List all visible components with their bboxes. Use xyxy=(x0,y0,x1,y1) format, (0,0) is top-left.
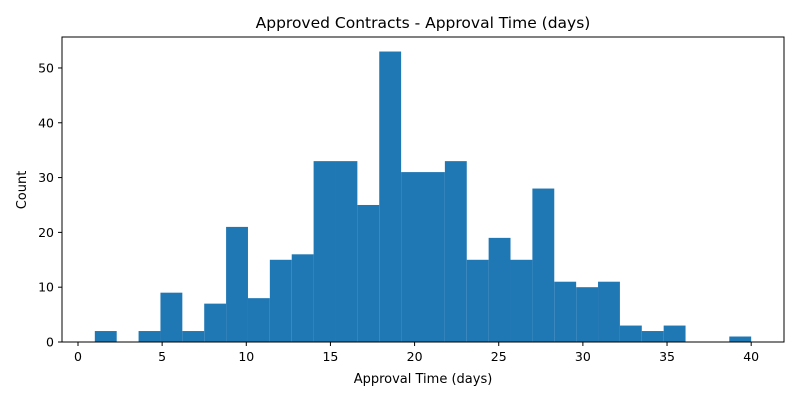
y-axis-label: Count xyxy=(15,171,30,210)
histogram-bar xyxy=(554,281,577,342)
x-tick-label: 35 xyxy=(659,349,675,364)
y-tick-label: 20 xyxy=(38,225,54,240)
x-axis-label: Approval Time (days) xyxy=(354,372,493,387)
histogram-bar xyxy=(160,292,183,342)
x-tick-label: 25 xyxy=(491,349,507,364)
x-tick-label: 20 xyxy=(407,349,423,364)
histogram-bar xyxy=(641,331,664,342)
histogram-bar xyxy=(94,331,117,342)
histogram-bar xyxy=(138,331,161,342)
histogram-bar xyxy=(204,303,227,342)
histogram-bar xyxy=(510,259,533,342)
histogram-bar xyxy=(357,204,380,342)
x-tick-label: 10 xyxy=(238,349,254,364)
x-tick-label: 15 xyxy=(322,349,338,364)
bars-group xyxy=(94,51,752,343)
histogram-bar xyxy=(379,51,402,343)
histogram-bar xyxy=(247,298,270,342)
plot-frame xyxy=(61,36,785,343)
y-tick-label: 0 xyxy=(46,335,54,350)
histogram-bar xyxy=(532,188,555,342)
y-tick-label: 50 xyxy=(38,60,54,75)
histogram-bar xyxy=(269,259,292,342)
histogram-bar xyxy=(182,331,205,342)
histogram-bar xyxy=(423,172,445,342)
y-tick-label: 10 xyxy=(38,280,54,295)
histogram-bar xyxy=(576,287,599,342)
y-tick-label: 40 xyxy=(38,115,54,130)
histogram-bar xyxy=(444,161,467,342)
y-axis-ticks: 0 10 20 30 40 50 xyxy=(38,60,62,350)
x-tick-label: 0 xyxy=(74,349,82,364)
histogram-bar xyxy=(663,325,686,342)
x-tick-label: 40 xyxy=(743,349,759,364)
histogram-bar xyxy=(488,237,511,342)
x-tick-label: 30 xyxy=(575,349,591,364)
histogram-bar xyxy=(313,161,336,342)
histogram-bar xyxy=(598,281,620,342)
histogram-bar xyxy=(291,254,314,342)
y-tick-label: 30 xyxy=(38,170,54,185)
histogram-bar xyxy=(401,172,423,342)
x-tick-label: 5 xyxy=(158,349,166,364)
histogram-bar xyxy=(226,226,248,342)
histogram-bar xyxy=(335,161,358,342)
histogram-bar xyxy=(466,259,489,342)
histogram-bar xyxy=(729,336,752,342)
x-axis-ticks: 0 5 10 15 20 25 30 35 40 xyxy=(74,342,759,364)
chart-title: Approved Contracts - Approval Time (days… xyxy=(256,14,591,32)
histogram-bar xyxy=(619,325,642,342)
